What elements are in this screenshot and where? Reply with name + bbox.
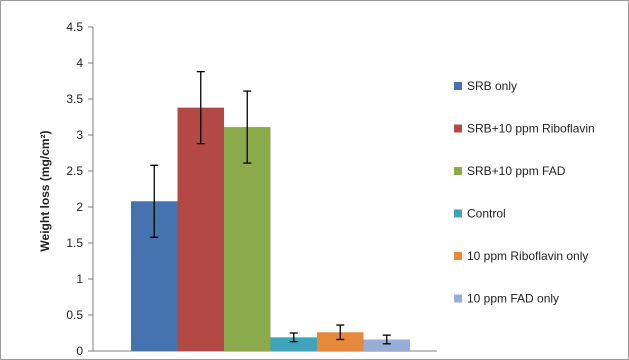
y-tick-label: 4 xyxy=(76,56,83,70)
error-bar-3 xyxy=(243,90,252,164)
legend-label-5: 10 ppm Riboflavin only xyxy=(467,249,588,263)
legend-label-6: 10 ppm FAD only xyxy=(467,292,559,306)
legend-label-3: SRB+10 ppm FAD xyxy=(467,164,566,178)
y-tick-label: 0.5 xyxy=(66,308,83,322)
y-tick-label: 3.5 xyxy=(66,92,83,106)
legend-label-2: SRB+10 ppm Riboflavin xyxy=(467,122,595,136)
y-tick-label: 2 xyxy=(76,200,83,214)
y-tick-label: 4.5 xyxy=(66,20,83,34)
legend-swatch-2 xyxy=(454,124,462,133)
y-tick-group: 0 0.5 1 1.5 2 2.5 3 3.5 4 4.5 xyxy=(66,20,93,358)
error-bar-5 xyxy=(336,324,345,341)
legend-label-4: Control xyxy=(467,207,506,221)
legend-label-1: SRB only xyxy=(467,79,517,93)
legend-swatch-5 xyxy=(454,252,462,260)
bar-2 xyxy=(177,107,224,351)
legend-swatch-3 xyxy=(454,167,462,175)
legend-swatch-1 xyxy=(454,82,462,90)
y-tick-label: 1 xyxy=(76,272,83,286)
bar-4 xyxy=(270,337,317,351)
y-tick-label: 3 xyxy=(76,128,83,142)
y-axis-label: Weight loss (mg/cm²) xyxy=(38,130,52,251)
bar-5 xyxy=(317,332,364,351)
error-bar-6 xyxy=(382,334,391,345)
legend-swatch-6 xyxy=(454,294,462,303)
y-tick-label: 0 xyxy=(76,344,83,358)
y-tick-label: 2.5 xyxy=(66,164,83,178)
error-bar-1 xyxy=(150,164,159,238)
bar-group xyxy=(131,70,410,351)
legend: SRB only SRB+10 ppm Riboflavin SRB+10 ppm … xyxy=(454,79,595,306)
bar-3 xyxy=(224,127,271,351)
y-tick-label: 1.5 xyxy=(66,236,83,250)
legend-swatch-4 xyxy=(454,209,462,218)
bar-6 xyxy=(363,339,410,351)
error-bar-4 xyxy=(289,332,298,343)
error-bar-2 xyxy=(196,70,205,145)
